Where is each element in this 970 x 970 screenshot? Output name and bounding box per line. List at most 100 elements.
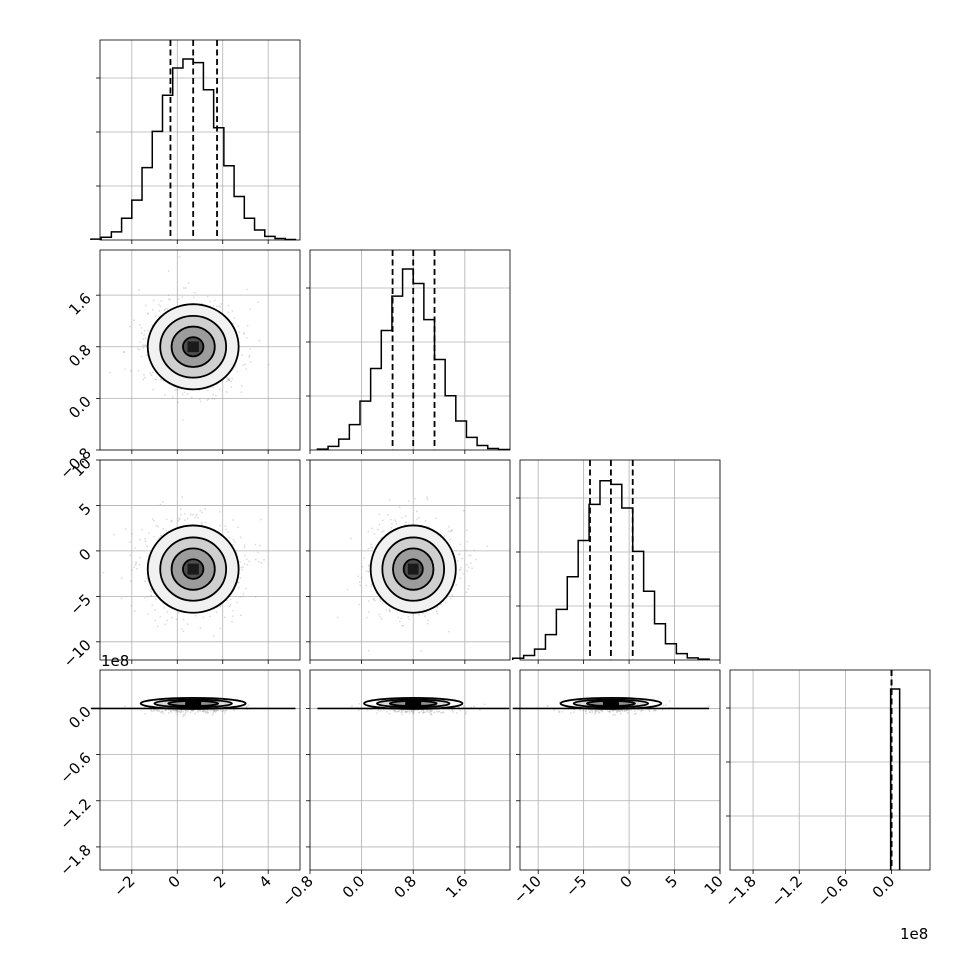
scatter-point xyxy=(177,611,180,614)
scatter-point xyxy=(379,616,382,618)
scatter-point xyxy=(143,344,146,347)
scatter-point xyxy=(154,609,157,611)
scatter-point xyxy=(200,523,203,526)
scatter-point xyxy=(212,709,215,712)
scatter-point xyxy=(151,604,154,607)
scatter-point xyxy=(142,344,144,346)
scatter-point xyxy=(237,581,240,584)
scatter-point xyxy=(181,296,184,298)
scatter-point xyxy=(184,287,187,290)
scatter-point xyxy=(385,609,388,612)
scatter-point xyxy=(211,397,214,400)
scatter-point xyxy=(459,709,462,712)
scatter-point xyxy=(370,546,373,549)
panel-r3-c1: −0.8 0.0 0.8 1.6 xyxy=(278,669,511,911)
scatter-point xyxy=(426,496,428,499)
scatter-point xyxy=(164,308,167,311)
scatter-point xyxy=(138,563,141,566)
y-tick-label: 0 xyxy=(75,545,94,564)
y-tick-label: 0.8 xyxy=(65,341,95,371)
scatter-point xyxy=(181,496,184,499)
scatter-point xyxy=(377,709,379,712)
scatter-point xyxy=(152,371,154,374)
scatter-point xyxy=(430,710,433,713)
scatter-point xyxy=(209,709,211,712)
scatter-point xyxy=(184,709,187,712)
scatter-point xyxy=(621,710,624,712)
scatter-point xyxy=(196,710,199,713)
scatter-point xyxy=(227,311,230,314)
scatter-point xyxy=(204,508,207,511)
scatter-point xyxy=(180,513,182,516)
scatter-point xyxy=(120,577,123,580)
scatter-point xyxy=(227,378,230,381)
scatter-point xyxy=(407,615,410,618)
scatter-point xyxy=(258,544,261,547)
scatter-point xyxy=(450,529,453,532)
scatter-point xyxy=(231,309,234,312)
scatter-point xyxy=(159,305,162,308)
scatter-point xyxy=(163,606,166,609)
scatter-point xyxy=(207,711,210,714)
scatter-point xyxy=(129,325,131,328)
scatter-point xyxy=(170,711,173,713)
panel-r1-c1 xyxy=(306,249,511,454)
scatter-point xyxy=(135,562,138,565)
scatter-point xyxy=(167,294,170,297)
scatter-point xyxy=(257,301,260,304)
contour-level-3 xyxy=(392,547,435,591)
scatter-point xyxy=(623,710,626,712)
scatter-point xyxy=(398,506,401,509)
scatter-point xyxy=(371,546,374,549)
scatter-point xyxy=(223,710,226,712)
scatter-point xyxy=(382,530,385,533)
scatter-point xyxy=(140,332,143,335)
scatter-point xyxy=(134,547,137,549)
scatter-point xyxy=(370,543,373,546)
scatter-point xyxy=(447,630,450,633)
panel-frame xyxy=(519,459,721,661)
scatter-point xyxy=(212,305,215,307)
scatter-point xyxy=(222,709,225,711)
scatter-point xyxy=(179,508,182,511)
scatter-point xyxy=(182,710,184,713)
scatter-point xyxy=(619,710,622,713)
scatter-point xyxy=(416,518,418,521)
scatter-point xyxy=(209,615,211,618)
scatter-point xyxy=(151,710,153,713)
scatter-point xyxy=(600,709,603,712)
scatter-point xyxy=(379,709,382,712)
scatter-point xyxy=(600,710,603,713)
scatter-point xyxy=(230,386,233,388)
scatter-point xyxy=(358,580,361,583)
scatter-point xyxy=(426,498,429,501)
scatter-point xyxy=(376,528,379,531)
x-tick-label: 10 xyxy=(701,872,727,898)
scatter-point xyxy=(457,553,460,556)
scatter-point xyxy=(614,714,617,716)
scatter-point xyxy=(387,514,389,516)
scatter-point xyxy=(170,519,173,522)
scatter-point xyxy=(201,511,203,514)
scatter-point xyxy=(143,373,145,376)
scatter-point xyxy=(213,709,216,712)
scatter-point xyxy=(154,378,157,381)
scatter-point xyxy=(429,709,432,712)
scatter-point xyxy=(140,326,143,329)
scatter-point xyxy=(395,520,397,523)
x-tick-label: −0.6 xyxy=(814,872,852,910)
contour-level-2 xyxy=(381,536,445,602)
scatter-point xyxy=(193,291,196,294)
scatter-point xyxy=(425,710,428,713)
scatter-point xyxy=(167,298,170,301)
scatter-point xyxy=(180,709,183,712)
scatter-point xyxy=(365,616,368,619)
scatter-point xyxy=(109,371,112,374)
scatter-point xyxy=(422,711,425,714)
scatter-point xyxy=(451,710,454,713)
scatter-point xyxy=(590,709,593,712)
scatter-point xyxy=(144,337,147,340)
scatter-point xyxy=(365,570,368,573)
scatter-point xyxy=(408,710,411,713)
scatter-point xyxy=(230,380,233,383)
